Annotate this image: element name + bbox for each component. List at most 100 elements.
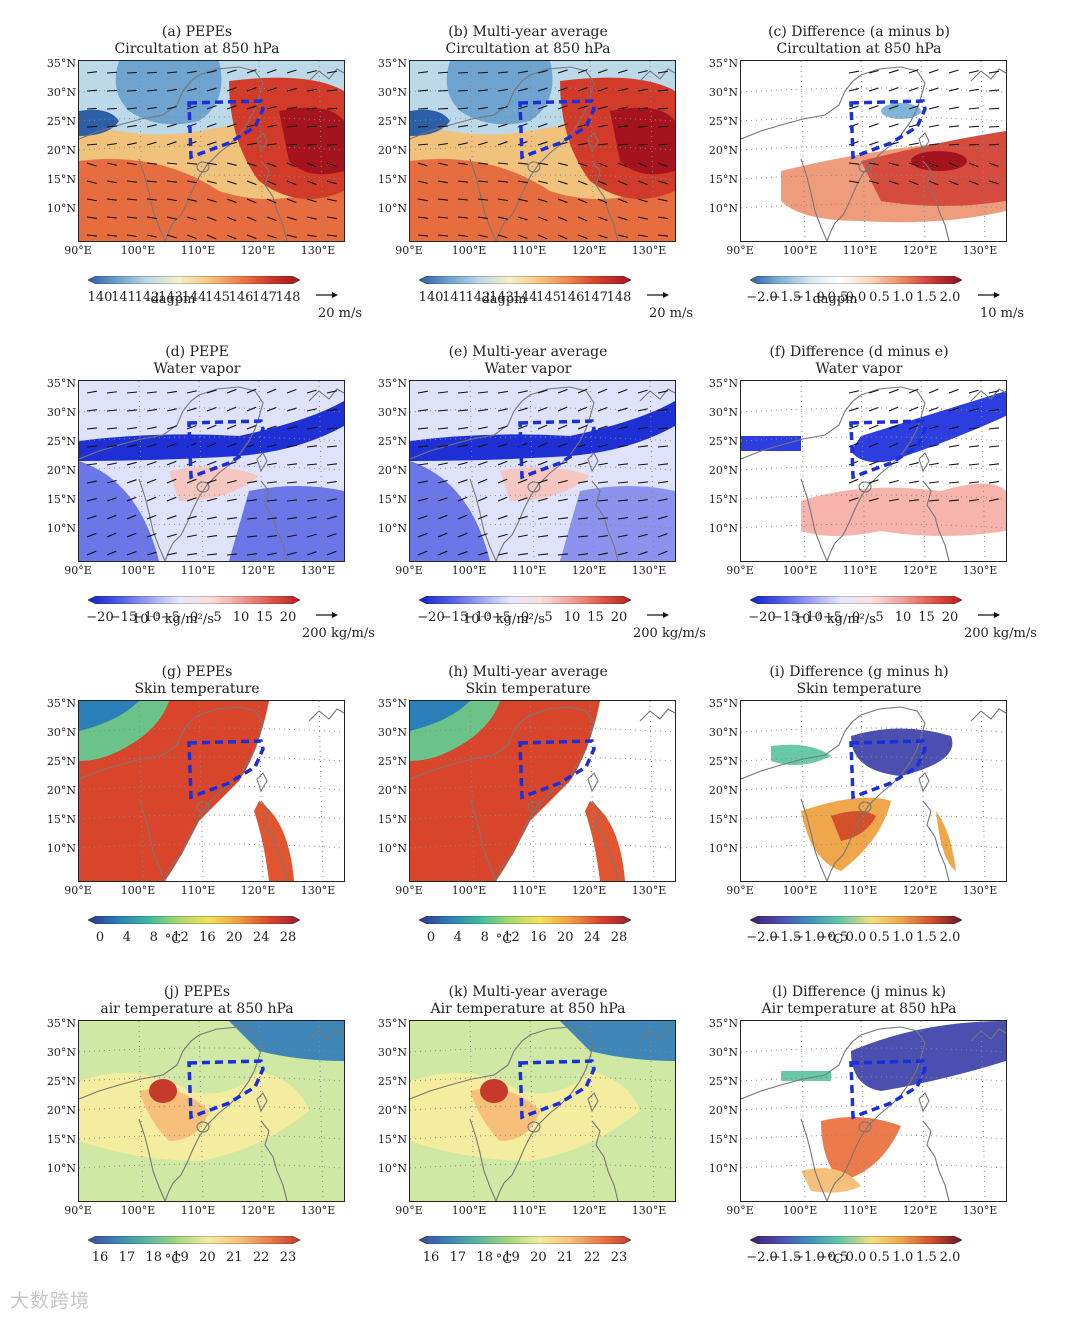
reference-vector-label: 200 kg/m/s (302, 626, 375, 641)
colorbar-tick: −5 (491, 610, 512, 625)
lat-tick-label: 15°N (46, 1133, 76, 1146)
colorbar-tick: −1.5 (769, 1250, 802, 1265)
colorbar-tick: −1.0 (793, 930, 825, 945)
lon-tick-label: 130°E (962, 884, 998, 897)
lat-tick-label: 25°N (708, 435, 738, 448)
colorbar-tick: 4 (453, 930, 462, 945)
map-area (740, 700, 1007, 882)
panel-title: (b) Multi-year average (448, 24, 608, 40)
lat-tick-label: 20°N (708, 464, 738, 477)
colorbar-gradient (88, 1236, 300, 1244)
colorbar-tick: 20 (557, 930, 574, 945)
lon-tick-label: 130°E (631, 884, 667, 897)
lon-tick-label: 90°E (726, 884, 754, 897)
lon-tick-label: 120°E (240, 884, 276, 897)
colorbar-gradient (88, 276, 300, 284)
lat-tick-label: 30°N (708, 726, 738, 739)
lon-tick-label: 110°E (180, 244, 216, 257)
colorbar-tick: −0.5 (816, 930, 849, 945)
panel-subtitle: Skin temperature (134, 681, 260, 697)
panel-title: (d) PEPE (165, 344, 229, 360)
panel-subtitle: Water vapor (153, 361, 241, 377)
lat-tick-label: 10°N (377, 202, 407, 215)
colorbar-unit: °C (826, 932, 844, 947)
panel-title: (j) PEPEs (163, 984, 231, 1000)
map-area (78, 380, 345, 562)
map-canvas (79, 1021, 344, 1201)
lat-tick-label: 15°N (708, 1133, 738, 1146)
lon-tick-label: 110°E (842, 564, 878, 577)
lat-tick-label: 30°N (377, 86, 407, 99)
lon-tick-label: 110°E (511, 244, 547, 257)
colorbar-unit: 10⁻⁵ kg/m²/s (463, 612, 545, 627)
colorbar-tick: 144 (512, 290, 538, 305)
colorbar: −2.0 −1.5 −1.0 −0.5 0.0 0.5 1.0 1.5 2.0 (746, 1236, 980, 1265)
map-canvas (741, 701, 1006, 881)
reference-vector-label: 200 kg/m/s (964, 626, 1037, 641)
colorbar-tick: −2.0 (746, 930, 778, 945)
colorbar-tick: 1.5 (916, 1250, 937, 1265)
colorbar-tick: 5 (875, 610, 884, 625)
colorbar-unit: dagpm (481, 292, 527, 307)
lat-tick-label: 25°N (708, 1075, 738, 1088)
panel-title: (g) PEPEs (161, 664, 233, 680)
map-canvas (410, 381, 675, 561)
map-area (409, 1020, 676, 1202)
colorbar-tick: 0 (520, 610, 530, 625)
lat-tick-label: 30°N (377, 406, 407, 419)
colorbar-tick: −10 (133, 610, 161, 625)
lon-tick-label: 120°E (240, 1204, 276, 1217)
colorbar-tick: 12 (503, 930, 520, 945)
panel-subtitle: Water vapor (484, 361, 572, 377)
colorbar-tick: 8 (149, 930, 158, 945)
lon-tick-label: 120°E (902, 1204, 938, 1217)
lon-tick-label: 90°E (395, 244, 423, 257)
panel-subtitle: Air temperature at 850 hPa (761, 1001, 957, 1017)
colorbar-tick: 1.0 (892, 290, 914, 305)
colorbar-tick: 16 (422, 1250, 440, 1265)
lon-tick-label: 130°E (300, 1204, 336, 1217)
reference-vector-arrow (647, 292, 669, 298)
colorbar-unit: °C (495, 932, 513, 947)
lat-tick-label: 10°N (708, 522, 738, 535)
colorbar-gradient (88, 916, 300, 924)
colorbar-tick: 19 (503, 1250, 520, 1265)
lon-tick-label: 120°E (571, 884, 607, 897)
lon-tick-label: 120°E (902, 884, 938, 897)
map-canvas (410, 61, 675, 241)
colorbar-tick: 21 (557, 1250, 574, 1265)
panel-subtitle: Skin temperature (796, 681, 922, 697)
lon-tick-label: 100°E (782, 1204, 818, 1217)
lon-tick-label: 110°E (180, 564, 216, 577)
colorbar: −2.0 −1.5 −1.0 −0.5 0.0 0.5 1.0 1.5 2.0 (746, 276, 980, 305)
colorbar-tick: 17 (449, 1250, 467, 1265)
colorbar-unit: °C (164, 1252, 182, 1267)
colorbar-gradient (750, 276, 962, 284)
colorbar-tick: 142 (465, 290, 491, 305)
colorbar-tick: 2.0 (939, 290, 961, 305)
colorbar-gradient (88, 596, 300, 604)
colorbar-tick: 145 (536, 290, 561, 305)
panel-a: (a) PEPEs Circultation at 850 hPa 35°N 30°N… (36, 24, 366, 344)
lon-tick-label: 90°E (64, 884, 92, 897)
lat-tick-label: 35°N (377, 1017, 407, 1030)
colorbar-gradient (419, 276, 631, 284)
panel-g: (g) PEPEs Skin temperature 35°N 30°N 25°N 20°… (36, 664, 366, 984)
colorbar-tick: 2.0 (939, 930, 961, 945)
colorbar-unit: dagpm (812, 292, 858, 307)
lon-tick-label: 90°E (64, 564, 92, 577)
colorbar-tick: −2.0 (746, 1250, 778, 1265)
colorbar-unit: °C (164, 932, 182, 947)
lat-tick-label: 10°N (708, 1162, 738, 1175)
colorbar-tick: −10 (464, 610, 492, 625)
colorbar-tick: 15 (587, 610, 604, 625)
lat-tick-label: 10°N (46, 1162, 76, 1175)
map-area (409, 700, 676, 882)
colorbar-tick: 15 (256, 610, 273, 625)
colorbar-tick: 4 (122, 930, 131, 945)
panel-k: (k) Multi-year average Air temperature at… (367, 984, 697, 1304)
lat-tick-label: 25°N (377, 1075, 407, 1088)
map-area (78, 1020, 345, 1202)
colorbar-tick: −5 (822, 610, 843, 625)
colorbar-tick: 12 (172, 930, 189, 945)
